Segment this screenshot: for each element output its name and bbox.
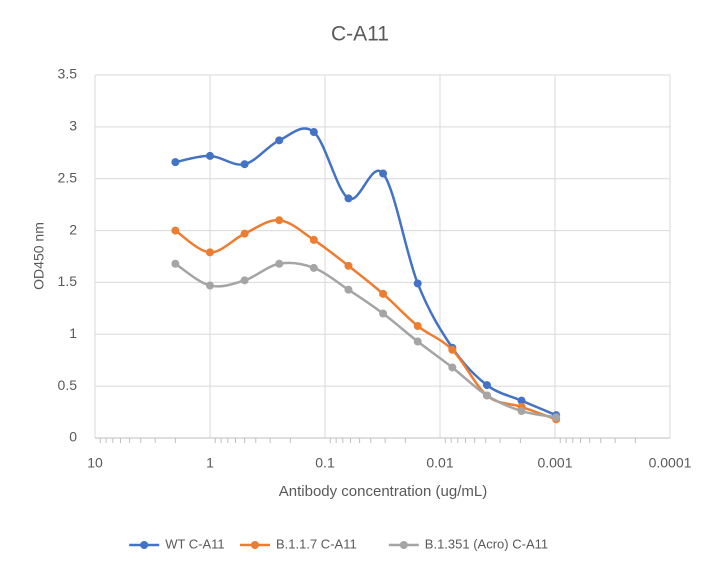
data-point bbox=[171, 259, 180, 268]
data-point bbox=[206, 248, 214, 257]
data-point bbox=[309, 128, 318, 137]
data-point bbox=[240, 276, 249, 285]
x-tick-label: 0.0001 bbox=[649, 455, 692, 471]
data-point bbox=[482, 381, 491, 390]
data-point bbox=[344, 194, 353, 203]
chart-title: C-A11 bbox=[331, 23, 389, 46]
data-point bbox=[240, 160, 249, 169]
legend-label: WT C-A11 bbox=[165, 536, 224, 551]
y-tick-label: 2.5 bbox=[58, 169, 78, 185]
data-point bbox=[552, 413, 561, 422]
data-point bbox=[309, 263, 318, 272]
y-tick-label: 0.5 bbox=[58, 377, 78, 393]
legend-marker bbox=[399, 541, 408, 549]
data-point bbox=[206, 281, 214, 290]
data-point bbox=[379, 289, 388, 298]
x-tick-label: 0.001 bbox=[537, 455, 572, 471]
data-point bbox=[275, 216, 284, 225]
data-point bbox=[517, 396, 526, 405]
data-point bbox=[240, 229, 249, 238]
x-tick-label: 0.01 bbox=[426, 455, 453, 471]
x-tick-label: 0.1 bbox=[315, 455, 335, 471]
series-line bbox=[175, 127, 557, 417]
y-tick-label: 3.5 bbox=[58, 66, 78, 82]
data-point bbox=[482, 391, 491, 400]
y-tick-label: 2 bbox=[69, 221, 77, 237]
data-point bbox=[171, 158, 180, 167]
series-line bbox=[174, 218, 557, 421]
legend-marker bbox=[251, 541, 259, 549]
y-tick-label: 3 bbox=[69, 118, 77, 134]
data-point bbox=[309, 235, 318, 244]
x-axis-label: Antibody concentration (ug/mL) bbox=[279, 483, 487, 500]
y-tick-label: 1.5 bbox=[58, 273, 78, 289]
data-point bbox=[206, 151, 214, 160]
x-tick-label: 1 bbox=[206, 455, 214, 471]
y-tick-label: 0 bbox=[69, 429, 77, 445]
x-tick-label: 10 bbox=[87, 455, 103, 471]
y-tick-label: 1 bbox=[69, 325, 77, 341]
data-point bbox=[448, 345, 457, 354]
data-point bbox=[275, 136, 284, 145]
data-point bbox=[413, 337, 422, 346]
legend-label: B.1.1.7 C-A11 bbox=[276, 536, 357, 551]
series-line bbox=[174, 261, 557, 419]
data-point bbox=[379, 309, 388, 318]
data-point bbox=[448, 363, 457, 372]
y-axis-label: OD450 nm bbox=[31, 222, 47, 290]
data-point bbox=[413, 321, 422, 330]
data-point bbox=[171, 226, 180, 235]
legend-label: B.1.351 (Acro) C-A11 bbox=[425, 536, 548, 551]
data-point bbox=[344, 285, 353, 294]
data-point bbox=[379, 169, 388, 178]
data-point bbox=[413, 279, 422, 288]
data-point bbox=[275, 259, 284, 268]
data-point bbox=[344, 261, 353, 270]
data-point bbox=[517, 407, 526, 416]
legend-marker bbox=[140, 541, 149, 549]
